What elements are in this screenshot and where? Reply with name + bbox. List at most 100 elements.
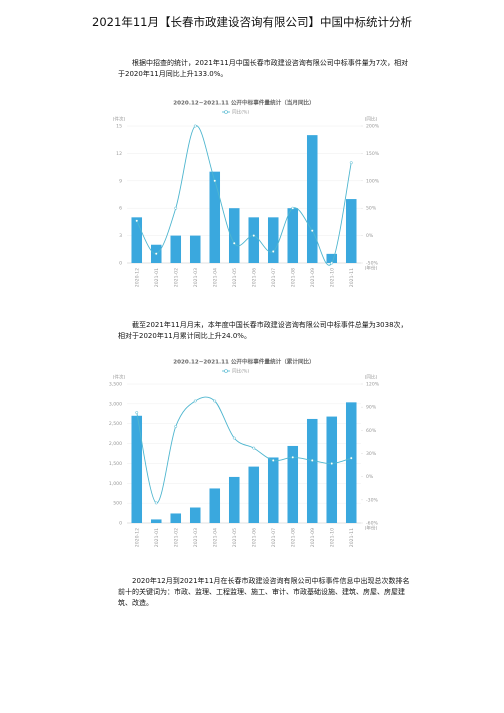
y-tick-label: 0 [119, 261, 122, 267]
y2-axis-label: (同比) [365, 374, 378, 381]
y2-tick-label: 120% [366, 382, 380, 388]
line-point [330, 261, 334, 265]
line-point [232, 436, 236, 440]
x-tick-label: 2021-03 [193, 268, 199, 287]
line-point [310, 459, 314, 462]
bar [267, 217, 279, 263]
bar [248, 217, 260, 263]
bar [306, 135, 318, 263]
y2-tick-label: 30% [366, 451, 377, 457]
y-tick-label: 500 [113, 501, 122, 507]
line-point [174, 425, 178, 428]
y2-tick-label: 0% [366, 474, 374, 480]
y-tick-label: 2,500 [109, 421, 122, 427]
bar [131, 217, 143, 263]
bar [345, 199, 357, 263]
paragraph: 截至2021年11月月末，本年度中国长春市政建设咨询有限公司中标事件总量为303… [118, 321, 408, 340]
x-axis-label: (年份) [365, 265, 378, 272]
bar [189, 507, 201, 523]
y2-tick-label: 90% [366, 405, 377, 411]
x-tick-label: 2021-10 [329, 268, 335, 287]
y-tick-label: 12 [116, 151, 122, 157]
line-point [154, 252, 158, 256]
y2-tick-label: 50% [366, 206, 377, 212]
y-tick-label: 2,000 [109, 441, 122, 447]
chart-title: 2020.12~2021.11 公开中标事件量统计（累计同比） [173, 358, 315, 366]
line-point [291, 455, 295, 459]
x-tick-label: 2021-06 [251, 528, 257, 547]
x-tick-label: 2021-08 [290, 268, 296, 287]
x-tick-label: 2020-12 [134, 528, 140, 547]
legend-marker [224, 369, 228, 373]
x-tick-label: 2021-05 [232, 528, 238, 547]
bar [228, 208, 240, 263]
y-tick-label: 15 [116, 124, 122, 130]
line-point [252, 446, 256, 450]
y2-tick-label: 200% [366, 124, 380, 130]
line-series [136, 396, 352, 504]
line-point [213, 179, 217, 183]
line-point [193, 399, 197, 403]
bar [326, 416, 338, 523]
bar [248, 466, 260, 523]
x-tick-label: 2021-01 [154, 268, 160, 287]
y-tick-label: 0 [119, 521, 122, 527]
line-point [154, 501, 158, 505]
legend-label: 同比(%) [232, 368, 249, 375]
x-axis-label: (年份) [365, 525, 378, 532]
paragraph: 根据中招查的统计，2021年11月中国长春市政建设咨询有限公司中标事件量为7次，… [118, 59, 409, 78]
line-point [291, 206, 295, 210]
x-tick-label: 2021-02 [173, 528, 179, 547]
bar [326, 253, 338, 263]
x-tick-label: 2021-08 [290, 528, 296, 547]
legend-marker [224, 110, 228, 114]
line-point [135, 219, 139, 223]
y2-tick-label: 100% [366, 178, 380, 184]
line-point [213, 399, 217, 403]
y2-axis-label: (同比) [365, 116, 378, 123]
x-tick-label: 2021-04 [212, 268, 218, 287]
y-tick-label: 3,500 [109, 382, 122, 388]
x-tick-label: 2021-06 [251, 268, 257, 287]
bar [345, 402, 357, 523]
y2-tick-label: 150% [366, 151, 380, 157]
x-tick-label: 2021-05 [232, 268, 238, 287]
line-series [136, 125, 352, 266]
x-tick-label: 2020-12 [134, 268, 140, 287]
bar [306, 418, 318, 523]
x-tick-label: 2021-07 [271, 268, 277, 287]
y-tick-label: 3,000 [109, 401, 122, 407]
x-tick-label: 2021-09 [310, 528, 316, 547]
y-tick-label: 6 [119, 206, 122, 212]
y2-tick-label: -50% [366, 261, 379, 267]
x-tick-label: 2021-03 [193, 528, 199, 547]
y-axis-label: (件次) [113, 116, 126, 123]
bar [209, 171, 221, 263]
line-point [349, 456, 353, 460]
y2-tick-label: 0% [366, 233, 374, 239]
y2-tick-label: -60% [366, 521, 379, 527]
x-tick-label: 2021-09 [310, 268, 316, 287]
line-point [252, 234, 256, 238]
paragraph: 2020年12月到2021年11月在长春市政建设咨询有限公司中标事件信息中出现总… [118, 577, 410, 607]
bar [209, 488, 221, 523]
y-tick-label: 9 [119, 178, 122, 184]
x-tick-label: 2021-07 [271, 528, 277, 547]
line-point [232, 241, 236, 245]
y2-tick-label: 60% [366, 428, 377, 434]
document-title: 2021年11月【长春市政建设咨询有限公司】中国中标统计分析 [92, 15, 412, 29]
bar [150, 519, 162, 523]
x-tick-label: 2021-11 [349, 268, 355, 287]
bar [267, 457, 279, 523]
line-point [349, 161, 353, 165]
line-point [310, 229, 314, 233]
x-tick-label: 2021-01 [154, 528, 160, 547]
y-tick-label: 1,000 [109, 481, 122, 487]
line-point [135, 411, 139, 415]
line-point [271, 459, 275, 462]
line-point [271, 250, 275, 253]
bar [287, 445, 299, 523]
bar [170, 235, 182, 263]
